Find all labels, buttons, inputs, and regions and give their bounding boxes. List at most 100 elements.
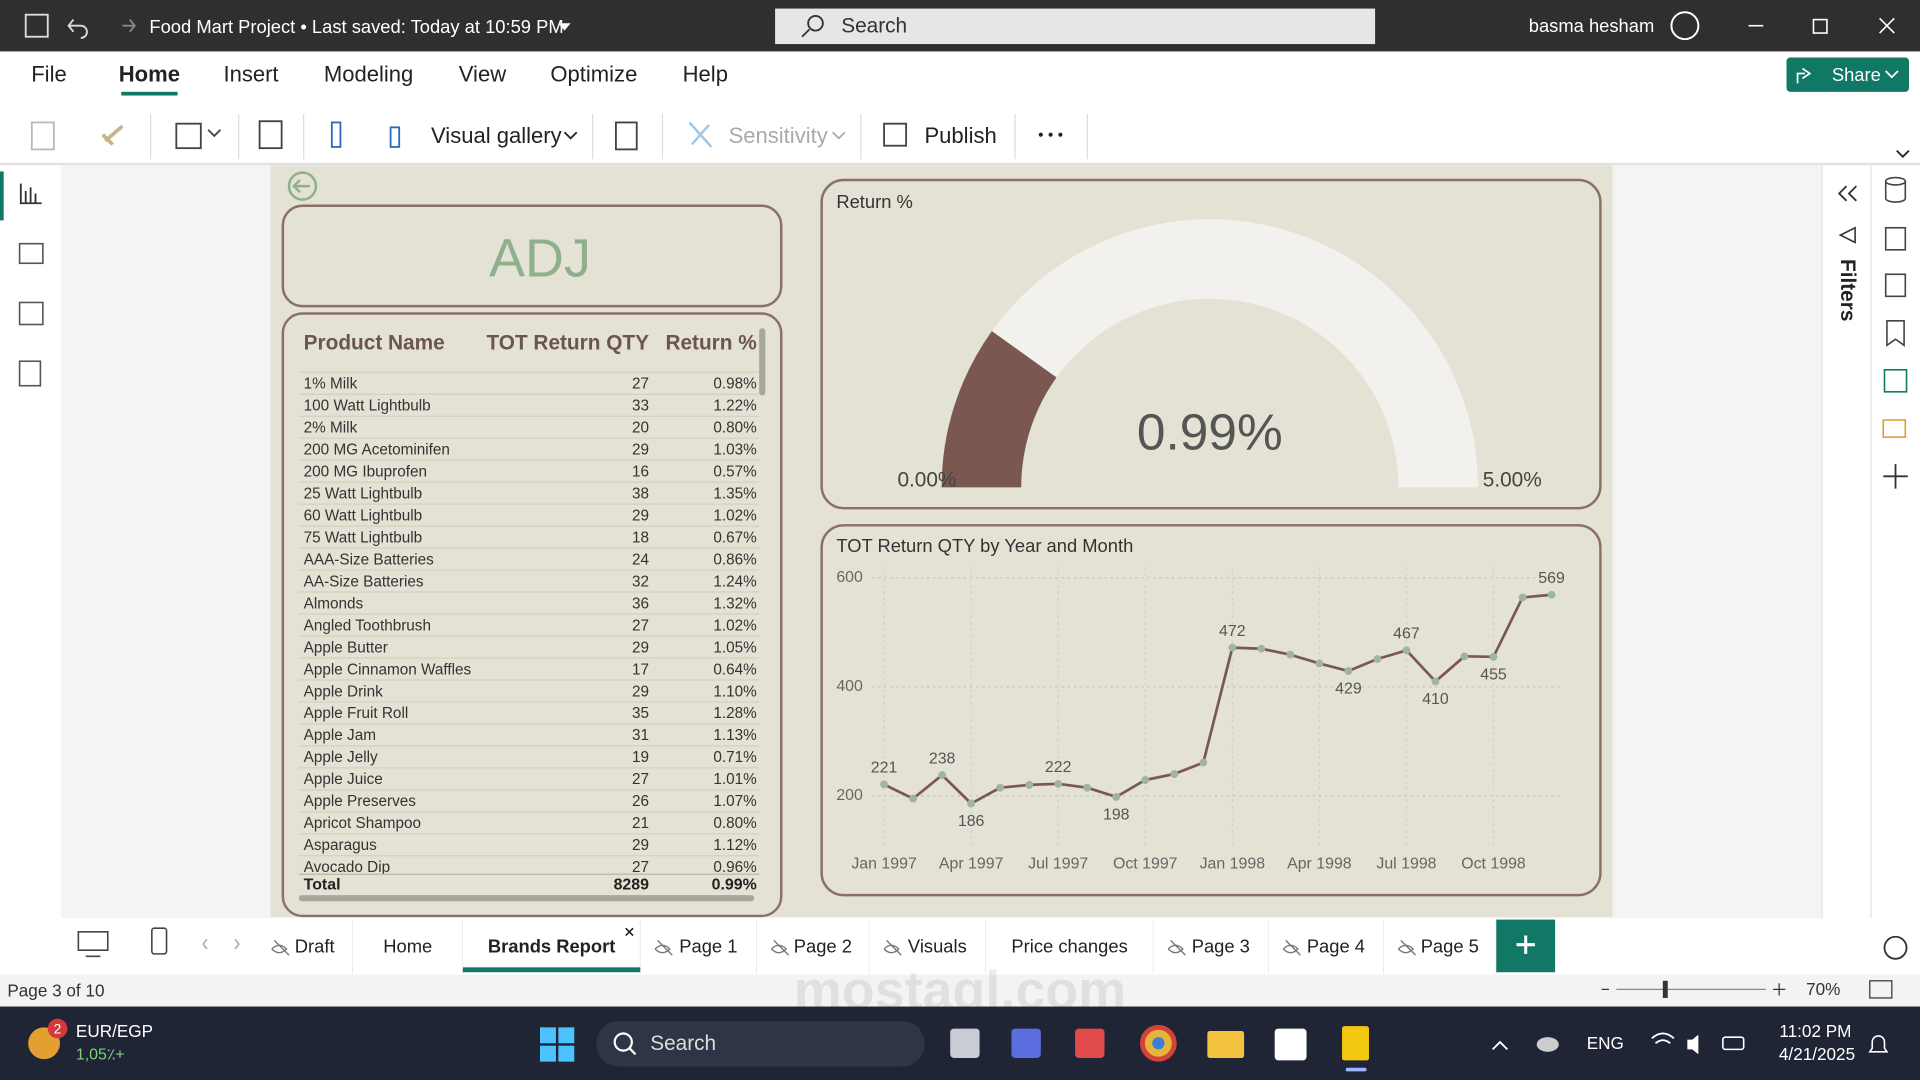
data-point[interactable] (1112, 793, 1121, 801)
visual-gallery-icon[interactable] (389, 126, 401, 148)
gallery-caret (563, 131, 578, 140)
menu-item[interactable]: Optimize (550, 62, 637, 87)
report-view-icon[interactable] (19, 183, 42, 205)
data-point[interactable] (1257, 644, 1266, 653)
undo-icon[interactable] (67, 19, 88, 39)
save-icon[interactable] (24, 13, 49, 38)
data-point[interactable] (1286, 650, 1295, 659)
tab[interactable] (257, 919, 353, 974)
menu-item[interactable]: Home (119, 62, 180, 87)
data-point[interactable] (938, 771, 947, 780)
data-point[interactable] (996, 783, 1005, 792)
clock-time[interactable]: 11:02 PM (1779, 1021, 1851, 1041)
user-avatar[interactable] (1670, 11, 1700, 41)
data-point[interactable] (1170, 770, 1179, 778)
dax-view-icon[interactable] (18, 360, 42, 387)
column-header[interactable]: Return % (665, 332, 756, 355)
model-view-icon[interactable] (18, 301, 44, 326)
selection-icon[interactable] (1882, 419, 1907, 438)
visual-gallery-label[interactable]: Visual gallery (431, 123, 562, 148)
h-scrollbar[interactable] (298, 895, 755, 902)
data-point[interactable] (1228, 643, 1237, 652)
ribbon-collapse[interactable] (1896, 149, 1910, 159)
share-button[interactable] (1786, 57, 1909, 92)
close[interactable] (1879, 17, 1895, 34)
new-visual-icon[interactable] (330, 121, 342, 148)
data-point[interactable] (1141, 776, 1150, 784)
notifications[interactable] (1868, 1035, 1889, 1053)
clock-date[interactable]: 4/21/2025 (1779, 1044, 1855, 1064)
data-point[interactable] (1518, 593, 1527, 602)
tray-expand[interactable] (1492, 1040, 1508, 1051)
add-pane[interactable] (1883, 464, 1908, 489)
app-icon[interactable] (1011, 1028, 1041, 1058)
data-point[interactable] (1547, 590, 1556, 599)
card-visual[interactable] (281, 204, 783, 308)
tab[interactable] (985, 919, 1154, 974)
visualizations-icon[interactable] (1884, 226, 1907, 251)
line-visual[interactable] (820, 524, 1602, 897)
tab[interactable] (462, 919, 641, 974)
mobile-layout[interactable] (151, 927, 168, 955)
data-point[interactable] (1373, 655, 1382, 663)
data-point[interactable] (909, 794, 918, 803)
format-icon[interactable] (1884, 273, 1907, 298)
store-icon[interactable] (1274, 1028, 1307, 1061)
filters-label[interactable]: Filters (1836, 259, 1859, 321)
data-point[interactable] (1460, 652, 1469, 661)
table-visual[interactable] (281, 312, 783, 918)
data-point[interactable] (1402, 646, 1411, 655)
menu-item[interactable]: File (31, 62, 67, 87)
filter-icon (1838, 226, 1856, 244)
data-point[interactable] (880, 780, 888, 789)
data-point[interactable] (1083, 783, 1092, 792)
zoom-thumb[interactable] (1662, 980, 1668, 998)
data-point[interactable] (1054, 779, 1063, 788)
data-point[interactable] (1431, 677, 1440, 686)
column-header[interactable]: TOT Return QTY (486, 332, 649, 355)
calculator-icon[interactable] (615, 121, 638, 151)
zoom-in[interactable] (1773, 983, 1786, 996)
expand-filters[interactable] (1837, 185, 1857, 202)
menu-item[interactable]: Modeling (324, 62, 413, 87)
settings[interactable] (1883, 935, 1908, 960)
table-view-icon[interactable] (18, 242, 44, 265)
refresh-icon[interactable] (258, 120, 283, 150)
back-button[interactable] (287, 171, 318, 201)
wifi-icon[interactable] (1651, 1032, 1675, 1044)
data-point[interactable] (1344, 667, 1353, 675)
close-tab[interactable] (625, 927, 634, 937)
search-box[interactable] (775, 8, 1376, 45)
data-point[interactable] (1199, 758, 1208, 767)
desktop-layout[interactable] (77, 931, 109, 951)
start-button[interactable] (540, 1027, 575, 1062)
title-dropdown[interactable] (558, 23, 571, 31)
data-point[interactable] (1025, 781, 1034, 789)
bookmark-icon[interactable] (1886, 320, 1905, 347)
data-point[interactable] (1489, 652, 1498, 661)
data-icon[interactable] (175, 122, 202, 150)
powerbi-icon[interactable] (1342, 1026, 1369, 1061)
data-point[interactable] (1315, 659, 1324, 668)
more-dot[interactable] (1038, 132, 1043, 137)
onedrive-icon[interactable] (1536, 1037, 1559, 1052)
menu-item[interactable]: View (459, 62, 506, 87)
fit-page[interactable] (1869, 980, 1893, 999)
taskbar-search[interactable] (596, 1021, 925, 1067)
tab[interactable] (352, 919, 463, 974)
maximize[interactable] (1812, 18, 1828, 34)
menu-item[interactable]: Insert (223, 62, 278, 87)
app-icon[interactable] (1075, 1028, 1105, 1058)
menu-item[interactable]: Help (683, 62, 728, 87)
column-header[interactable]: Product Name (304, 332, 445, 355)
v-scrollbar[interactable] (759, 328, 766, 396)
battery-icon[interactable] (1722, 1036, 1745, 1051)
publish-icon[interactable] (883, 122, 908, 147)
language[interactable]: ENG (1587, 1033, 1624, 1053)
explorer-icon[interactable] (1207, 1031, 1245, 1058)
sync-icon[interactable] (1883, 369, 1908, 393)
publish-label[interactable]: Publish (924, 123, 996, 148)
tab-scroll[interactable] (202, 938, 240, 950)
app-icon[interactable] (950, 1028, 980, 1058)
data-point[interactable] (967, 799, 976, 808)
